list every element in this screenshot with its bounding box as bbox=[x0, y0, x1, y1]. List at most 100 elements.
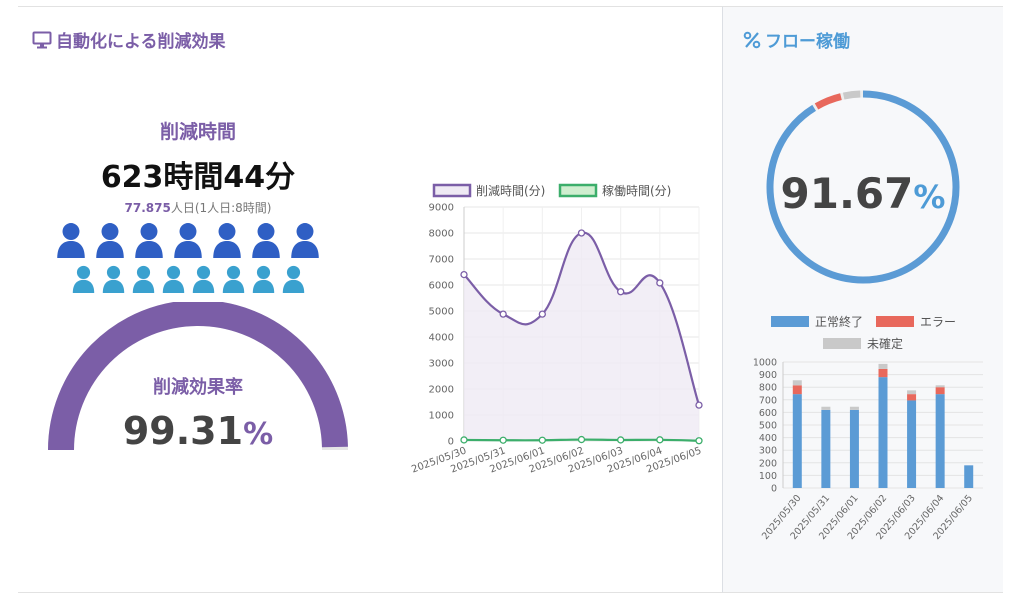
people-row-1 bbox=[48, 222, 328, 258]
person-icon bbox=[96, 223, 124, 258]
data-point bbox=[538, 436, 546, 444]
person-icon bbox=[174, 223, 202, 258]
percent-icon bbox=[743, 31, 761, 49]
data-point bbox=[695, 437, 703, 445]
y-tick-label: 400 bbox=[759, 433, 777, 444]
bar-segment bbox=[964, 465, 974, 488]
person-body bbox=[252, 241, 280, 258]
person-body bbox=[162, 279, 184, 293]
y-tick-label: 100 bbox=[759, 471, 777, 482]
legend-swatch bbox=[823, 338, 861, 349]
flow-operation-rate: 91.67% bbox=[763, 169, 963, 218]
y-tick-label: 4000 bbox=[429, 333, 454, 344]
bar-segment bbox=[935, 394, 945, 488]
y-tick-label: 8000 bbox=[429, 229, 454, 240]
reduction-rate-unit: % bbox=[243, 417, 274, 452]
legend-swatch bbox=[876, 316, 914, 327]
legend-label: エラー bbox=[920, 315, 956, 329]
bar-segment bbox=[792, 385, 802, 395]
data-point bbox=[695, 401, 703, 409]
y-tick-label: 0 bbox=[448, 437, 454, 448]
person-head bbox=[257, 223, 275, 240]
person-body bbox=[102, 279, 124, 293]
data-point bbox=[577, 435, 586, 444]
legend-label: 稼働時間(分) bbox=[602, 183, 671, 198]
monitor-icon bbox=[32, 31, 52, 49]
legend-swatch bbox=[771, 316, 809, 327]
person-days-suffix: 人日(1人日:8時間) bbox=[170, 201, 272, 215]
person-icon bbox=[102, 265, 124, 293]
legend-label: 削減時間(分) bbox=[476, 183, 545, 198]
y-tick-label: 500 bbox=[759, 421, 777, 432]
person-icon bbox=[162, 265, 184, 293]
legend-swatch bbox=[558, 183, 598, 198]
person-icon bbox=[135, 223, 163, 258]
y-tick-label: 9000 bbox=[429, 203, 454, 214]
data-point bbox=[656, 436, 664, 444]
ring-segment bbox=[842, 90, 861, 100]
person-head bbox=[62, 223, 80, 240]
person-body bbox=[213, 241, 241, 258]
bar-segment bbox=[907, 400, 917, 488]
data-point bbox=[460, 436, 468, 444]
person-head bbox=[196, 265, 210, 279]
person-days-value: 77.875 bbox=[124, 201, 171, 215]
person-head bbox=[166, 265, 180, 279]
bar-segment bbox=[907, 394, 917, 401]
y-tick-label: 800 bbox=[759, 383, 777, 394]
y-tick-label: 700 bbox=[759, 395, 777, 406]
y-tick-label: 7000 bbox=[429, 255, 454, 266]
flow-operation-panel: フロー稼働 91.67% 正常終了 エラー 未確定 0 100 200 300 400 500 6… bbox=[722, 6, 1003, 593]
person-body bbox=[174, 241, 202, 258]
person-body bbox=[57, 241, 85, 258]
person-icon bbox=[252, 265, 274, 293]
person-body bbox=[96, 241, 124, 258]
person-head bbox=[179, 223, 197, 240]
ring-segment bbox=[766, 90, 960, 284]
data-point bbox=[577, 229, 586, 237]
person-body bbox=[132, 279, 154, 293]
bar-segment bbox=[878, 363, 888, 369]
data-point bbox=[656, 279, 664, 287]
series-line bbox=[463, 231, 701, 406]
reduction-time-value: 623時間44分 bbox=[100, 160, 296, 195]
flow-operation-title-text: フロー稼働 bbox=[765, 32, 850, 52]
y-tick-label: 900 bbox=[759, 370, 777, 381]
person-head bbox=[76, 265, 90, 279]
reduction-rate-value: 99.31% bbox=[98, 409, 298, 453]
bar-segment bbox=[878, 377, 888, 488]
person-body bbox=[282, 279, 304, 293]
person-body bbox=[291, 241, 319, 258]
data-point bbox=[499, 310, 507, 318]
y-tick-label: 2000 bbox=[429, 385, 454, 396]
reduction-rate-gauge bbox=[48, 302, 348, 451]
bar-segment bbox=[878, 368, 888, 378]
person-icon bbox=[132, 265, 154, 293]
bar-segment bbox=[792, 380, 802, 386]
flow-operation-rate-number: 91.67 bbox=[780, 169, 914, 218]
reduction-time-line-chart: 削減時間(分) 稼働時間(分) 0 1000 2000 3000 4000 5000 6000 7… bbox=[410, 183, 703, 476]
person-head bbox=[256, 265, 270, 279]
data-point bbox=[460, 270, 468, 279]
reduction-rate-number: 99.31 bbox=[122, 409, 244, 453]
reduction-effect-title-text: 自動化による削減効果 bbox=[56, 32, 226, 52]
y-tick-label: 1000 bbox=[753, 358, 777, 369]
person-head bbox=[286, 265, 300, 279]
flow-operation-title: フロー稼働 bbox=[743, 27, 850, 52]
person-head bbox=[140, 223, 158, 240]
y-tick-label: 1000 bbox=[429, 411, 454, 422]
bar-segment bbox=[792, 394, 802, 488]
bar-segment bbox=[935, 385, 945, 388]
person-icon bbox=[291, 223, 319, 258]
flow-operation-rate-unit: % bbox=[913, 178, 946, 216]
bar-segment bbox=[935, 387, 945, 395]
person-body bbox=[252, 279, 274, 293]
y-tick-label: 0 bbox=[771, 484, 777, 495]
person-head bbox=[218, 223, 236, 240]
person-icon bbox=[72, 265, 94, 293]
reduction-effect-panel: 自動化による削減効果 削減時間 623時間44分 77.875人日(1人日:8時… bbox=[18, 6, 722, 593]
data-point bbox=[538, 310, 546, 318]
person-icon bbox=[282, 265, 304, 293]
gauge-fill bbox=[48, 302, 348, 451]
